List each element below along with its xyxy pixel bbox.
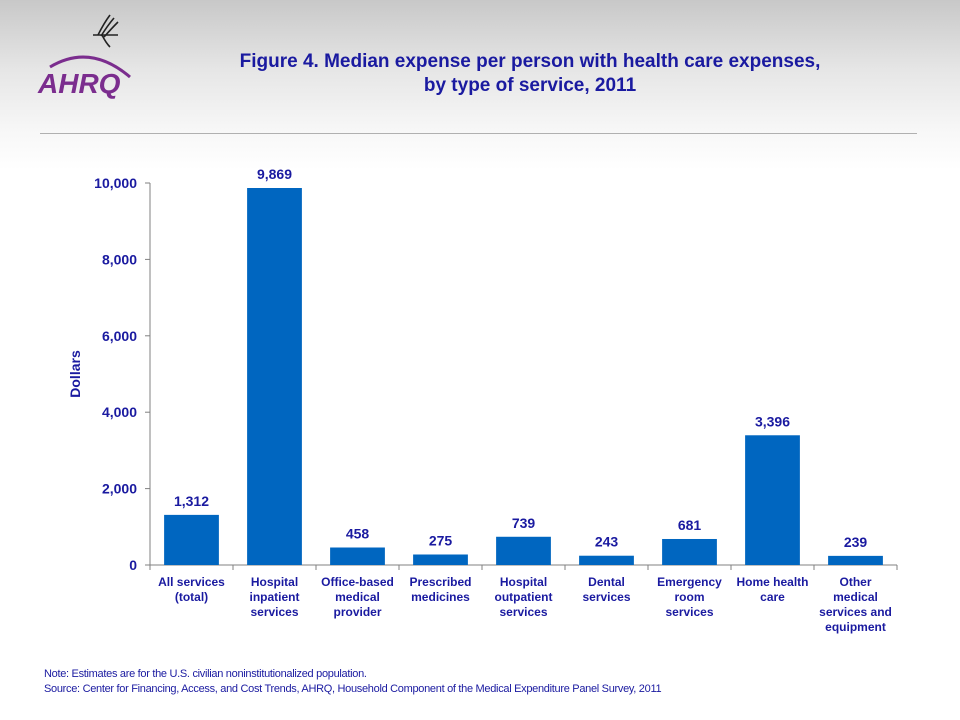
bar-value-label: 275 — [429, 532, 453, 548]
x-category-label-line: services — [250, 605, 298, 619]
bar — [330, 547, 385, 565]
y-axis-label: Dollars — [67, 350, 83, 398]
chart-title: Figure 4. Median expense per person with… — [200, 50, 860, 98]
source-text: Source: Center for Financing, Access, an… — [44, 683, 662, 695]
x-category-label-line: equipment — [825, 620, 886, 634]
bar-value-label: 739 — [512, 515, 536, 531]
bar — [579, 555, 634, 565]
bar-chart: 0 2,000 4,000 6,000 8,000 10,000 Dollars 1,312 A… — [67, 166, 898, 634]
x-category-label-line: services — [582, 590, 630, 604]
x-category-label-line: Dental — [588, 575, 625, 589]
x-category-label-line: Hospital — [500, 575, 547, 589]
bar — [662, 538, 717, 565]
title-line-1: Figure 4. Median expense per person with… — [239, 51, 821, 72]
x-category-label: Hospital outpatient services — [495, 575, 553, 619]
x-category-label: Other medical services and equipment — [819, 575, 892, 634]
bar-value-label: 9,869 — [257, 166, 292, 182]
logo-arc — [49, 55, 131, 79]
y-tick-label: 10,000 — [94, 175, 137, 191]
x-category-label-line: Prescribed — [409, 575, 471, 589]
title-line-2: by type of service, 2011 — [423, 75, 637, 96]
x-category-label-line: services — [499, 605, 547, 619]
x-category-label: Prescribed medicines — [409, 575, 471, 604]
y-tick-label: 8,000 — [102, 251, 137, 267]
x-category-label-line: services and — [819, 605, 892, 619]
bar-value-label: 458 — [346, 526, 370, 542]
x-category-label-line: Home health — [736, 575, 808, 589]
x-category-label-line: Hospital — [251, 575, 298, 589]
x-category-label-line: services — [665, 605, 713, 619]
bar — [496, 536, 551, 565]
y-tick-label: 2,000 — [102, 481, 137, 497]
x-category-label-line: medical — [335, 590, 380, 604]
x-category-label-line: care — [760, 590, 785, 604]
x-category-label: Home health care — [736, 575, 808, 604]
x-category-label-line: room — [675, 590, 705, 604]
header-divider — [40, 133, 917, 134]
bar-value-label: 1,312 — [174, 493, 209, 509]
bar — [413, 554, 468, 565]
x-category-label-line: (total) — [175, 590, 208, 604]
footnote: Note: Estimates are for the U.S. civilia… — [44, 667, 662, 697]
bar — [828, 555, 883, 565]
x-category-label-line: outpatient — [495, 590, 553, 604]
bar-value-label: 243 — [595, 534, 619, 550]
x-category-label-line: Other — [839, 575, 871, 589]
x-category-label-line: medicines — [411, 590, 470, 604]
ahrq-logo: AHRQ — [30, 5, 150, 100]
x-category-label: All services (total) — [158, 575, 225, 604]
x-category-label: Dental services — [582, 575, 630, 604]
x-category-label-line: medical — [833, 590, 878, 604]
y-tick-label: 6,000 — [102, 328, 137, 344]
logo-text: AHRQ — [37, 68, 121, 99]
bar-value-label: 3,396 — [755, 413, 790, 429]
x-category-label-line: All services — [158, 575, 225, 589]
bar — [247, 188, 302, 565]
x-category-label-line: Office-based — [321, 575, 394, 589]
note-text: Note: Estimates are for the U.S. civilia… — [44, 668, 367, 680]
bar — [164, 514, 219, 565]
y-tick-label: 0 — [129, 557, 137, 573]
y-tick-label: 4,000 — [102, 404, 137, 420]
x-category-label-line: inpatient — [250, 590, 300, 604]
bar-value-label: 239 — [844, 534, 868, 550]
x-category-label: Office-based medical provider — [321, 575, 394, 619]
bar-value-label: 681 — [678, 517, 702, 533]
hhs-eagle-icon — [93, 14, 119, 48]
x-category-label-line: provider — [333, 605, 381, 619]
x-category-label: Hospital inpatient services — [250, 575, 300, 619]
bar — [745, 435, 800, 565]
x-category-label-line: Emergency — [657, 575, 722, 589]
x-category-label: Emergency room services — [657, 575, 722, 619]
